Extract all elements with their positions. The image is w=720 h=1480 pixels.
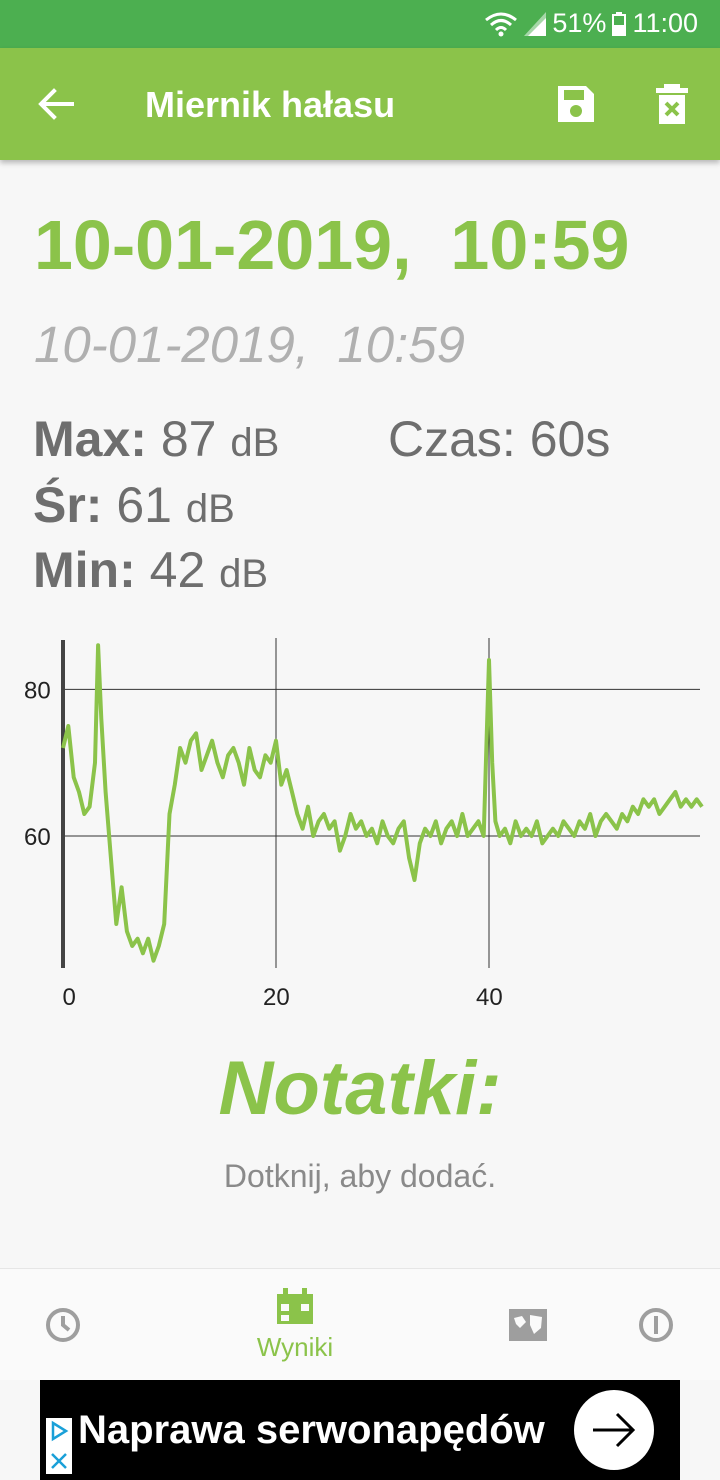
stat-average: Śr: 61 dB: [33, 476, 235, 534]
wifi-icon: [485, 12, 518, 36]
app-bar: Miernik hałasu: [0, 48, 720, 160]
nav-results[interactable]: Wyniki: [240, 1269, 350, 1381]
ad-text[interactable]: Naprawa serwonapędów: [78, 1408, 545, 1452]
stat-average-value: 61: [116, 477, 172, 533]
x-tick-label-1: 20: [263, 984, 290, 1011]
save-icon: [558, 86, 594, 122]
ad-banner[interactable]: Naprawa serwonapędów: [40, 1380, 680, 1480]
status-indicators: 51% 11:00: [484, 8, 698, 39]
signal-icon: [524, 11, 547, 36]
stat-min-unit: dB: [219, 552, 269, 596]
stat-duration-label: Czas:: [388, 411, 516, 467]
series-line-noise: [61, 643, 704, 963]
nav-map[interactable]: [495, 1269, 561, 1381]
stat-average-unit: dB: [185, 487, 235, 531]
arrow-back-icon: [38, 88, 74, 120]
x-tick-label-2: 40: [476, 984, 503, 1011]
info-icon: [639, 1308, 673, 1342]
x-tick-label-0: 0: [63, 984, 76, 1011]
y-tick-label-0: 80: [24, 677, 51, 704]
stat-min-label: Min:: [33, 542, 136, 598]
measurement-datetime-secondary: 10-01-2019, 10:59: [34, 316, 466, 373]
stat-max-value: 87: [160, 411, 217, 467]
stat-max-unit: dB: [230, 421, 280, 465]
battery-icon: [612, 11, 627, 36]
noise-chart: 80 60 0 20 40: [24, 638, 704, 1011]
calendar-icon: [277, 1287, 313, 1324]
nav-info[interactable]: [623, 1269, 689, 1381]
stat-max-label: Max:: [33, 411, 147, 467]
stat-min: Min: 42 dB: [33, 541, 268, 599]
stat-duration-value: 60s: [529, 411, 611, 467]
delete-button[interactable]: [650, 82, 694, 126]
battery-percent: 51%: [552, 8, 607, 38]
notes-title: Notatki:: [218, 1046, 502, 1131]
app-title: Miernik hałasu: [145, 84, 396, 125]
nav-history[interactable]: [30, 1269, 96, 1381]
close-icon: [51, 1453, 67, 1469]
clock-icon: [46, 1308, 80, 1342]
clock-time: 11:00: [632, 8, 698, 38]
status-bar: 51% 11:00: [0, 0, 720, 48]
y-tick-label-1: 60: [24, 824, 51, 851]
stat-duration: Czas: 60s: [388, 410, 610, 468]
measurement-datetime: 10-01-2019, 10:59: [34, 206, 630, 284]
ad-choices[interactable]: [46, 1418, 72, 1474]
back-button[interactable]: [34, 82, 78, 126]
ad-arrow-button[interactable]: [574, 1390, 654, 1470]
save-button[interactable]: [554, 82, 598, 126]
stat-max: Max: 87 dB: [33, 410, 279, 468]
arrow-right-icon: [593, 1412, 636, 1448]
delete-icon: [656, 84, 688, 124]
ad-choices-icon: [51, 1420, 69, 1442]
bottom-navigation: Wyniki: [0, 1268, 720, 1380]
notes-add-hint[interactable]: Dotknij, aby dodać.: [223, 1158, 497, 1194]
nav-results-label: Wyniki: [256, 1331, 334, 1362]
stat-average-label: Śr:: [33, 477, 103, 533]
map-icon: [509, 1309, 547, 1341]
stat-min-value: 42: [149, 542, 206, 598]
